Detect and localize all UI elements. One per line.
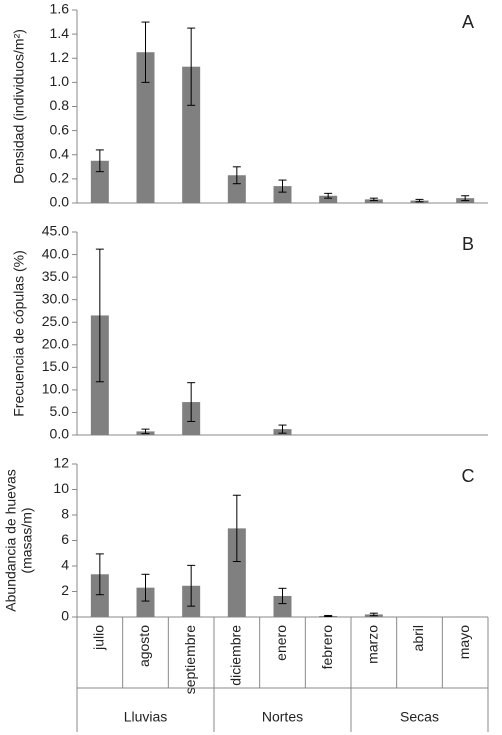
panel-label: A xyxy=(462,12,474,32)
x-tick-label: septiembre xyxy=(182,625,198,694)
y-tick-label: 1.6 xyxy=(50,1,70,17)
y-tick-label: 4 xyxy=(61,557,69,573)
x-tick-label: marzo xyxy=(365,625,381,664)
y-tick-label: 12 xyxy=(53,455,69,471)
error-bar xyxy=(461,195,470,202)
group-label: Secas xyxy=(400,709,439,725)
y-tick-label: 1.2 xyxy=(50,49,70,65)
y-tick-label: 25.0 xyxy=(42,313,69,329)
x-tick-label: enero xyxy=(273,625,289,661)
y-tick-label: 35.0 xyxy=(42,268,69,284)
error-bar xyxy=(324,614,333,617)
y-axis-label: Frecuencia de cópulas (%) xyxy=(11,250,27,417)
x-tick-label: mayo xyxy=(456,625,472,659)
x-tick-label: agosto xyxy=(136,625,152,667)
y-tick-label: 40.0 xyxy=(42,245,69,261)
error-bar xyxy=(278,179,287,193)
y-tick-label: 15.0 xyxy=(42,358,69,374)
bar xyxy=(90,574,109,617)
error-bar xyxy=(278,587,287,605)
panel-label: C xyxy=(462,466,475,486)
bar xyxy=(182,66,201,203)
y-tick-label: 5.0 xyxy=(50,403,70,419)
panel-label: B xyxy=(462,234,474,254)
y-tick-label: 10 xyxy=(53,480,69,496)
y-tick-label: 8 xyxy=(61,506,69,522)
y-tick-label: 20.0 xyxy=(42,335,69,351)
error-bar xyxy=(95,149,104,173)
error-bar xyxy=(95,553,104,596)
y-tick-label: 1.4 xyxy=(50,25,70,41)
y-tick-label: 0.8 xyxy=(50,97,70,113)
error-bar xyxy=(187,27,196,106)
bar xyxy=(273,595,292,617)
x-tick-label: diciembre xyxy=(228,625,244,686)
group-label: Nortes xyxy=(262,709,303,725)
error-bar xyxy=(278,424,287,434)
bar xyxy=(136,587,155,617)
y-tick-label: 0.0 xyxy=(50,194,70,210)
y-tick-label: 1.0 xyxy=(50,73,70,89)
y-tick-label: 6 xyxy=(61,531,69,547)
error-bar xyxy=(141,428,150,435)
y-tick-label: 45.0 xyxy=(42,223,69,239)
error-bar xyxy=(232,166,241,185)
y-tick-label: 0 xyxy=(61,608,69,624)
error-bar xyxy=(232,494,241,563)
bar xyxy=(227,528,246,617)
error-bar xyxy=(369,612,378,617)
x-tick-label: julio xyxy=(91,625,107,651)
error-bar xyxy=(187,382,196,422)
y-tick-label: 0.6 xyxy=(50,121,70,137)
y-tick-label: 0.0 xyxy=(50,426,70,442)
error-bar xyxy=(369,197,378,202)
error-bar xyxy=(187,564,196,607)
y-tick-label: 0.2 xyxy=(50,170,70,186)
bar xyxy=(319,195,338,203)
error-bar xyxy=(141,21,150,83)
x-tick-label: abril xyxy=(410,625,426,651)
group-label: Lluvias xyxy=(124,709,168,725)
y-tick-label: 10.0 xyxy=(42,381,69,397)
bar xyxy=(273,186,292,203)
y-axis-label: Abundancia de huevas xyxy=(3,469,19,611)
error-bar xyxy=(324,192,333,199)
error-bar xyxy=(141,573,150,602)
bar xyxy=(90,160,109,203)
x-tick-label: febrero xyxy=(319,625,335,670)
bar xyxy=(364,199,383,203)
y-tick-label: 30.0 xyxy=(42,290,69,306)
y-axis-label: Densidad (individuos/m²) xyxy=(11,29,27,184)
error-bar xyxy=(95,248,104,383)
y-axis-label: (masas/m) xyxy=(19,507,35,573)
error-bar xyxy=(415,198,424,203)
y-tick-label: 0.4 xyxy=(50,145,70,161)
bar xyxy=(227,175,246,203)
bar xyxy=(136,52,155,203)
y-tick-label: 2 xyxy=(61,582,69,598)
